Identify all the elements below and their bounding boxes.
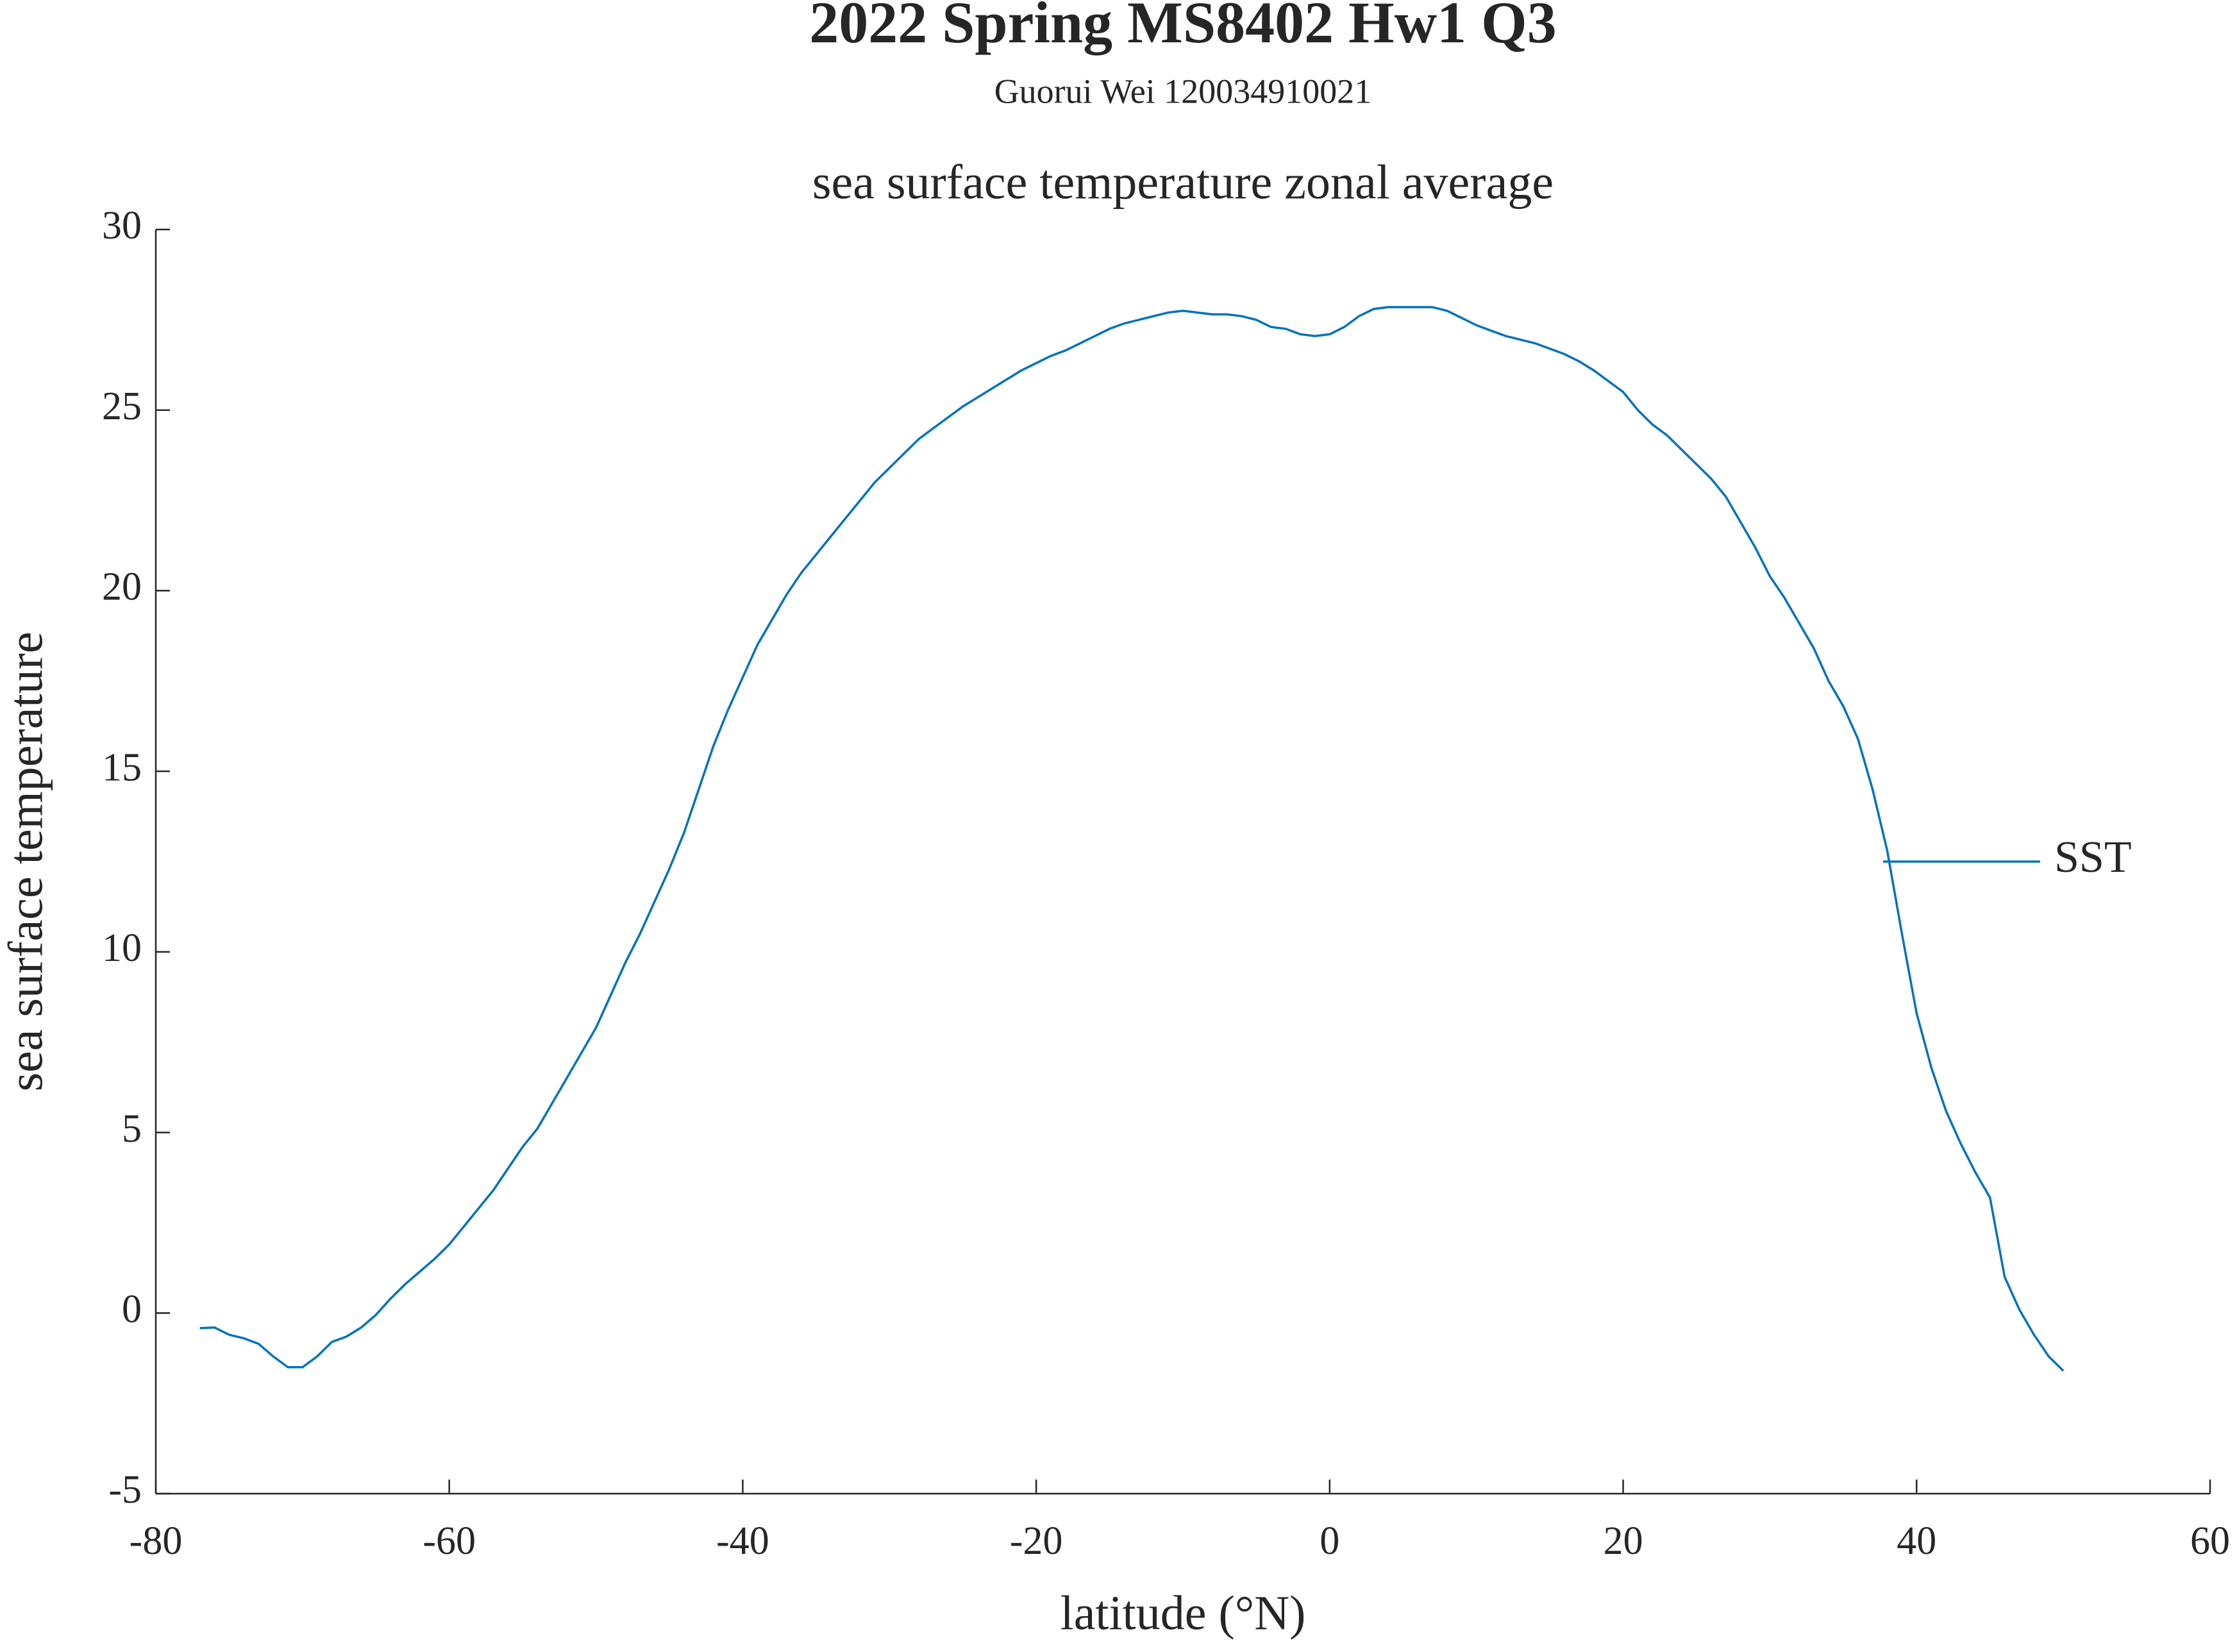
x-axis-label: latitude (°N) xyxy=(1060,1586,1306,1640)
data-line xyxy=(199,306,2065,1372)
y-tick-label: 5 xyxy=(122,1107,142,1151)
x-tick-label: -40 xyxy=(716,1519,769,1563)
x-tick-label: -20 xyxy=(1010,1519,1063,1563)
y-tick-label: -5 xyxy=(108,1468,142,1512)
y-tick-label: 15 xyxy=(102,746,142,789)
legend-label: SST xyxy=(2054,833,2132,882)
x-tick-label: 40 xyxy=(1897,1519,1936,1563)
x-tick-label: -60 xyxy=(423,1519,476,1563)
y-tick-label: 20 xyxy=(102,565,142,609)
chart-subtitle: Guorui Wei 120034910021 xyxy=(994,72,1372,110)
x-tick-label: 20 xyxy=(1604,1519,1643,1563)
x-tick-label: 60 xyxy=(2190,1519,2230,1563)
axes-title: sea surface temperature zonal average xyxy=(812,155,1554,209)
y-tick-label: 25 xyxy=(102,385,142,428)
y-axis-label: sea surface temperature xyxy=(0,631,53,1091)
x-tick-label: -80 xyxy=(130,1519,183,1563)
x-tick-label: 0 xyxy=(1320,1519,1339,1563)
chart-title: 2022 Spring MS8402 Hw1 Q3 xyxy=(809,0,1556,55)
y-tick-label: 0 xyxy=(122,1288,142,1331)
y-tick-label: 10 xyxy=(102,926,142,970)
y-tick-label: 30 xyxy=(102,204,142,247)
